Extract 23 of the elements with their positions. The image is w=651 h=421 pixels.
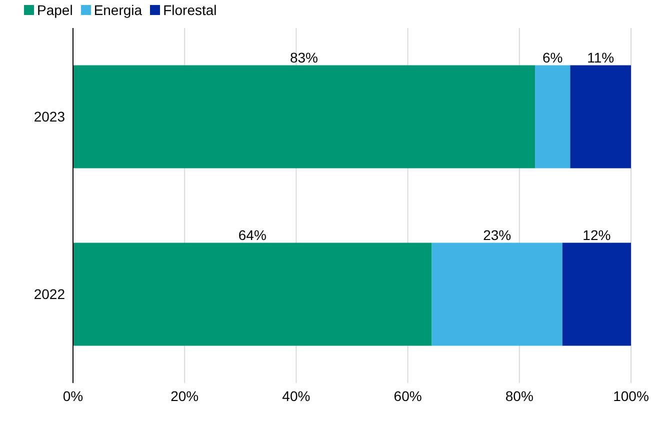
x-tick-label: 0% xyxy=(62,388,84,404)
x-tick-label: 80% xyxy=(505,388,534,404)
legend-label: Florestal xyxy=(163,2,217,18)
bar xyxy=(73,242,432,346)
data-label: 83% xyxy=(290,49,318,66)
data-label: 11% xyxy=(587,49,614,66)
y-tick-label: 2022 xyxy=(34,286,66,302)
x-tick-label: 20% xyxy=(170,388,199,404)
bar xyxy=(535,65,570,168)
data-label: 6% xyxy=(542,49,563,66)
bar xyxy=(73,65,536,168)
data-label: 23% xyxy=(483,226,512,243)
y-tick-label: 2023 xyxy=(34,108,66,125)
x-tick-label: 100% xyxy=(613,388,649,404)
data-label: 64% xyxy=(238,226,266,243)
data-label: 12% xyxy=(582,226,611,243)
x-tick-label: 60% xyxy=(394,388,422,404)
bar xyxy=(562,242,631,346)
bar xyxy=(570,65,631,168)
bar xyxy=(432,242,562,346)
legend-label: Energia xyxy=(94,2,142,18)
legend-label: Papel xyxy=(37,2,73,18)
x-tick-label: 40% xyxy=(282,388,310,404)
